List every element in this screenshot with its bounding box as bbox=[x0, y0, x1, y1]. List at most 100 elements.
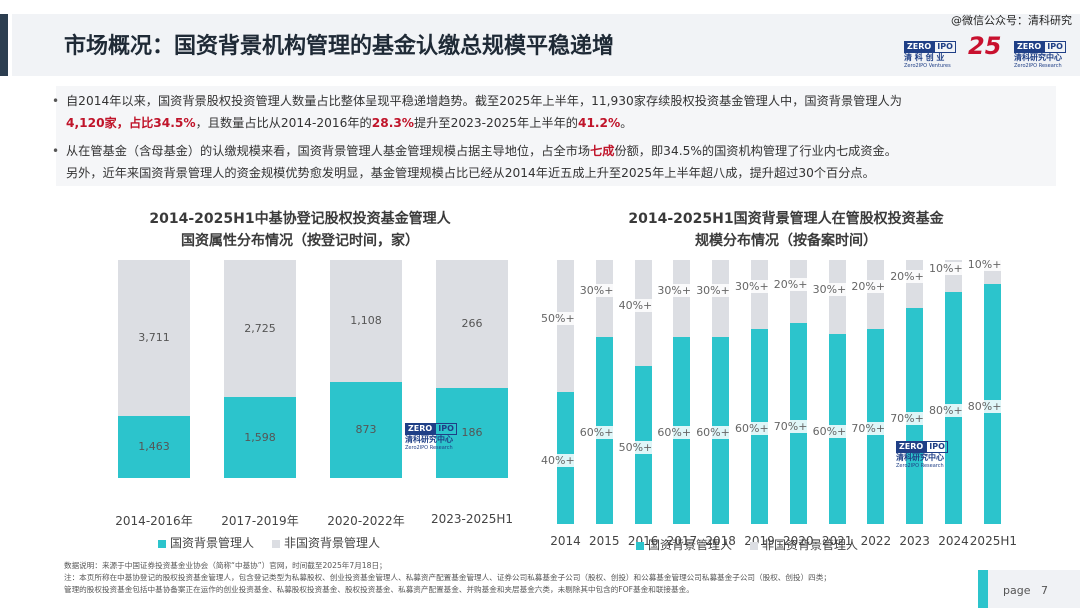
logo-zero: ZERO bbox=[904, 41, 935, 53]
pct-label-state: 80%+ bbox=[966, 399, 1003, 413]
bar-non-state bbox=[828, 260, 846, 334]
pct-label-non-state: 30%+ bbox=[734, 280, 770, 294]
pct-label-non-state: 50%+ bbox=[540, 312, 576, 325]
bar-non-state bbox=[595, 260, 613, 337]
x-tick-label: 2025H1 bbox=[969, 534, 1017, 548]
pct-label-non-state: 20%+ bbox=[772, 277, 809, 291]
logo-cn: 清 科 创 业 bbox=[904, 53, 945, 62]
x-tick-label: 2020 bbox=[783, 534, 814, 548]
bullet-1-mid: ，且数量占比从2014-2016年的 bbox=[195, 116, 372, 130]
accent-bar bbox=[0, 14, 8, 76]
pct-label-non-state: 30%+ bbox=[656, 284, 693, 298]
pct-label-non-state: 10%+ bbox=[966, 257, 1003, 271]
pct-label-non-state: 20%+ bbox=[850, 280, 887, 294]
bullet-2: • 从在管基金（含母基金）的认缴规模来看，国资背景管理人基金管理规模占据主导地位… bbox=[52, 140, 1026, 184]
bar-non-state bbox=[867, 260, 885, 329]
pct-label-state: 70%+ bbox=[772, 419, 809, 433]
footnote-line1: 数据说明：来源于中国证券投资基金业协会（简称“中基协”）官网，时间截至2025年… bbox=[64, 561, 387, 570]
page-title: 市场概况：国资背景机构管理的基金认缴总规模平稳递增 bbox=[64, 34, 615, 59]
x-tick-label: 2023-2025H1 bbox=[430, 512, 514, 526]
bullet-1: • 自2014年以来，国资背景股权投资管理人数量占比整体呈现平稳递增趋势。截至2… bbox=[52, 90, 1026, 134]
page-number: page 7 bbox=[1003, 584, 1048, 597]
left-legend: 国资背景管理人 非国资背景管理人 bbox=[158, 534, 380, 551]
highlight-share: 占比34.5% bbox=[128, 116, 196, 130]
bullet-2-text-a: 从在管基金（含母基金）的认缴规模来看，国资背景管理人基金管理规模占据主导地位，占… bbox=[66, 144, 591, 158]
pct-label-state: 60%+ bbox=[578, 426, 615, 440]
pct-label-state: 70%+ bbox=[850, 422, 887, 436]
label-non-state: 3,711 bbox=[138, 331, 170, 345]
bar-non-state bbox=[673, 260, 691, 337]
zero2ipo-ventures-logo: ZERO IPO 清 科 创 业 Zero2IPO Ventures bbox=[904, 34, 956, 70]
pct-label-non-state: 30%+ bbox=[695, 284, 731, 298]
legend-swatch-non-state bbox=[750, 541, 759, 550]
label-state: 1,463 bbox=[138, 440, 170, 454]
bar-non-state bbox=[712, 260, 730, 337]
legend-label-state: 国资背景管理人 bbox=[170, 536, 255, 550]
highlight-seventy: 七成 bbox=[590, 144, 615, 158]
bullet-dot: • bbox=[52, 94, 60, 108]
label-non-state: 266 bbox=[461, 317, 483, 331]
bullet-area bbox=[56, 86, 1056, 186]
bar-state bbox=[224, 397, 296, 478]
chart-watermark-right: ZERO IPO 清科研究中心 Zero2IPO Research bbox=[896, 434, 948, 470]
bar-non-state bbox=[906, 260, 924, 308]
x-tick-label: 2022 bbox=[860, 534, 892, 548]
right-chart-title: 2014-2025H1国资背景管理人在管股权投资基金 规模分布情况（按备案时间） bbox=[586, 208, 986, 252]
label-state: 1,598 bbox=[244, 430, 276, 444]
highlight-sep: ， bbox=[116, 116, 129, 130]
bar-non-state bbox=[436, 260, 508, 389]
left-chart-title: 2014-2025H1中基协登记股权投资基金管理人 国资属性分布情况（按登记时间… bbox=[100, 208, 500, 252]
highlight-2025: 41.2% bbox=[577, 116, 621, 130]
legend-swatch-non-state bbox=[272, 539, 281, 548]
logo-ipo: IPO bbox=[934, 41, 956, 53]
bar-non-state bbox=[330, 260, 402, 382]
label-state: 873 bbox=[355, 422, 377, 436]
pct-label-state: 50%+ bbox=[617, 440, 654, 454]
legend-swatch-state bbox=[158, 539, 166, 548]
x-tick-label: 2020-2022年 bbox=[327, 514, 405, 528]
pct-label-state: 60%+ bbox=[811, 424, 848, 438]
pct-label-state: 60%+ bbox=[695, 426, 731, 440]
bar-state bbox=[330, 381, 402, 478]
label-state: 186 bbox=[461, 426, 483, 440]
highlight-count: 4,120家 bbox=[66, 116, 117, 130]
pct-label-non-state: 40%+ bbox=[617, 298, 654, 312]
watermark: @微信公众号：清科研究 bbox=[951, 14, 1072, 27]
zero2ipo-research-logo: ZERO IPO 清科研究中心 Zero2IPO Research bbox=[1014, 34, 1066, 70]
title-band bbox=[12, 14, 1080, 76]
bar-non-state bbox=[751, 260, 768, 329]
pct-label-state: 60%+ bbox=[734, 422, 770, 436]
bullet-2-text-b: 份额，即34.5%的国资机构管理了行业内七成资金。 bbox=[614, 144, 897, 158]
bar-non-state bbox=[118, 260, 190, 417]
bar-state bbox=[118, 416, 190, 478]
label-non-state: 1,108 bbox=[350, 313, 382, 327]
right-legend: 国资背景管理人 非国资背景管理人 bbox=[636, 536, 858, 553]
left-chart-title-line1: 2014-2025H1中基协登记股权投资基金管理人 bbox=[149, 211, 451, 227]
footnote-line3: 管理的股权投资基金包括中基协备案正在运作的创业投资基金、私募股权投资基金、股权投… bbox=[64, 585, 694, 594]
bullet-1-end: 。 bbox=[620, 116, 633, 130]
x-tick-label: 2014 bbox=[550, 534, 581, 548]
bar-non-state bbox=[634, 260, 652, 366]
highlight-2014: 28.3% bbox=[371, 116, 415, 130]
anniversary-25-logo: 25 bbox=[968, 32, 1002, 60]
bullet-1-line1: 自2014年以来，国资背景股权投资管理人数量占比整体呈现平稳递增趋势。截至202… bbox=[66, 94, 902, 108]
logo-ipo: IPO bbox=[1044, 41, 1066, 53]
x-tick-label: 2015 bbox=[589, 534, 620, 548]
logo-cn: 清科研究中心 bbox=[1014, 53, 1062, 62]
pct-label-non-state: 20%+ bbox=[889, 269, 925, 283]
pct-label-state: 60%+ bbox=[656, 426, 693, 440]
x-tick-label: 2024 bbox=[938, 534, 969, 548]
bullet-dot: • bbox=[52, 144, 60, 158]
page-accent bbox=[978, 570, 988, 608]
bar-state bbox=[436, 388, 508, 478]
pct-label-state: 40%+ bbox=[540, 454, 576, 467]
x-tick-label: 2023 bbox=[899, 534, 930, 548]
legend-label-non-state: 非国资背景管理人 bbox=[762, 538, 859, 552]
logo-en: Zero2IPO Research bbox=[1014, 63, 1062, 69]
pct-label-non-state: 10%+ bbox=[928, 261, 964, 275]
x-tick-label: 2018 bbox=[705, 534, 736, 548]
right-chart: 50%+ 40%+ 2014 30%+ 60%+ 2015 40%+ 50%+ 2016 30%+… bbox=[540, 257, 1030, 552]
chart-watermark-left: ZERO IPO 清科研究中心 Zero2IPO Research bbox=[405, 416, 457, 452]
left-chart-title-line2: 国资属性分布情况（按登记时间，家） bbox=[181, 233, 419, 249]
x-tick-label: 2014-2016年 bbox=[115, 514, 193, 528]
